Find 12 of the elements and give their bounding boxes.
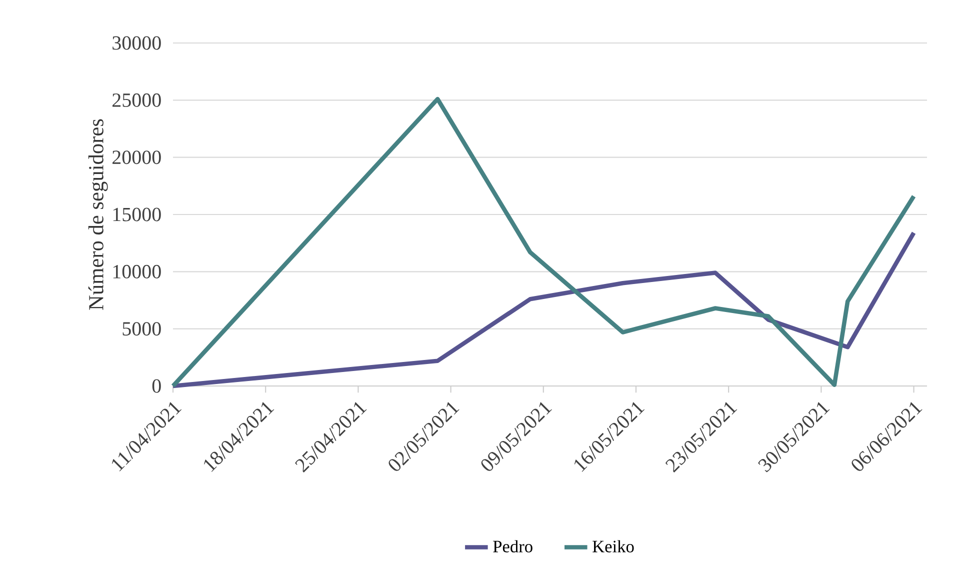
y-tick-label: 5000 [122, 322, 161, 336]
y-axis-title: Número de seguidores [88, 119, 108, 310]
y-tick-label: 10000 [113, 264, 161, 278]
y-tick-label: 30000 [112, 36, 161, 50]
y-tick-label: 25000 [112, 93, 161, 107]
legend-label: Keiko [592, 540, 634, 552]
y-tick-label: 0 [152, 379, 161, 393]
line-series [170, 96, 916, 388]
legend-label: Pedro [493, 540, 532, 552]
y-tick-label: 20000 [112, 150, 161, 164]
line-series [170, 230, 916, 388]
y-tick-label: 15000 [113, 208, 161, 222]
